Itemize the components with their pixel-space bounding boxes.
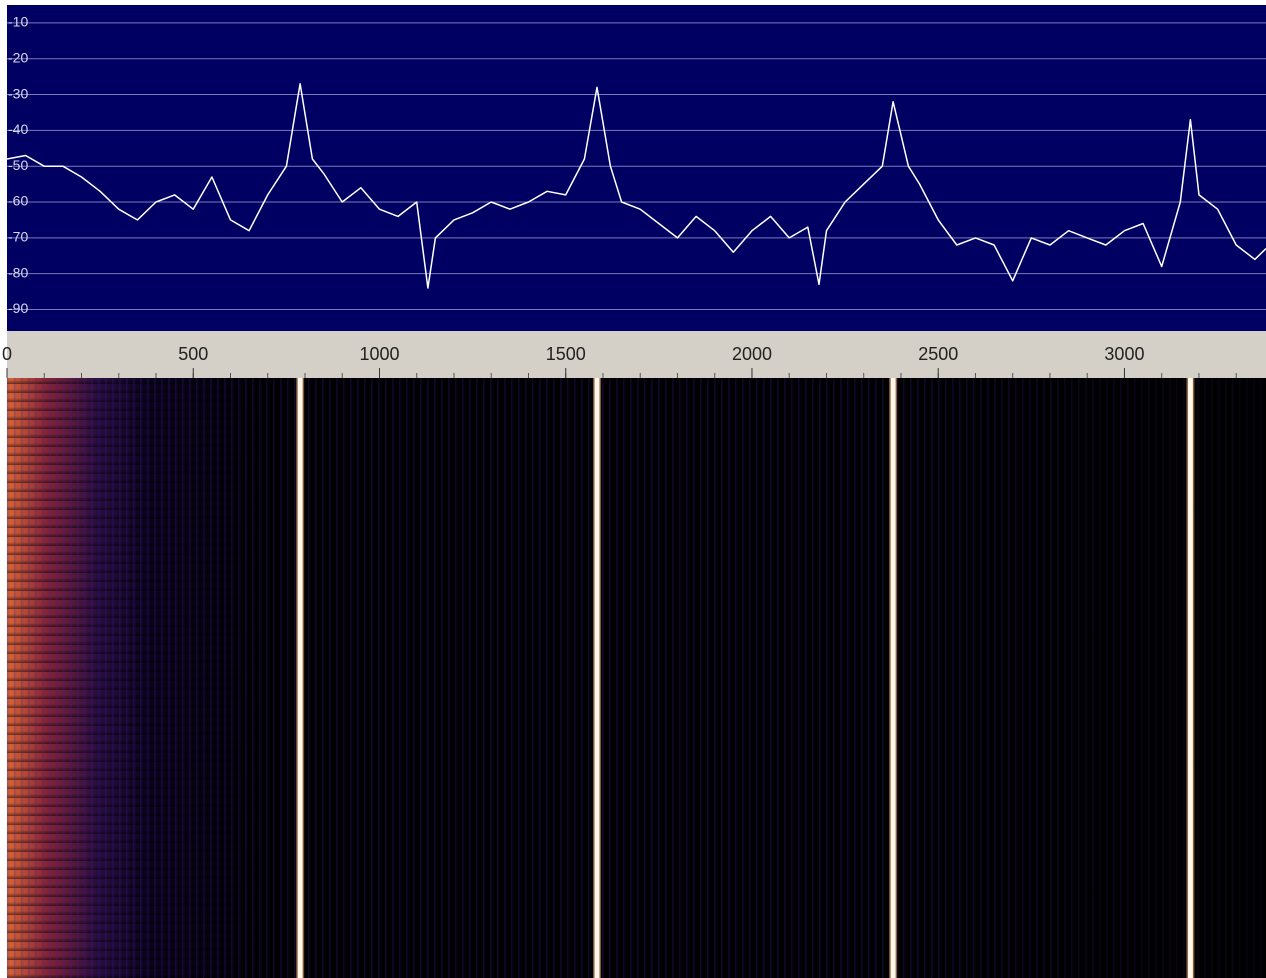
y-tick-label: -60 — [8, 193, 28, 209]
x-tick-label: 2500 — [918, 344, 958, 364]
waterfall-fade — [7, 378, 1266, 978]
frequency-axis-strip — [7, 331, 1266, 378]
x-tick-label: 0 — [2, 344, 12, 364]
y-tick-label: -20 — [8, 49, 28, 65]
y-tick-label: -90 — [8, 300, 28, 316]
x-tick-label: 500 — [178, 344, 208, 364]
waterfall — [7, 378, 1266, 978]
y-tick-label: -30 — [8, 85, 28, 101]
y-tick-label: -70 — [8, 229, 28, 245]
y-tick-label: -10 — [8, 14, 28, 30]
y-tick-label: -50 — [8, 157, 28, 173]
y-tick-label: -80 — [8, 264, 28, 280]
y-tick-label: -40 — [8, 121, 28, 137]
spectrum-panel — [7, 5, 1266, 331]
spectrum-trace — [6, 83, 1266, 289]
carrier-line — [1187, 378, 1193, 978]
carrier-line — [890, 378, 896, 978]
x-tick-label: 2000 — [732, 344, 772, 364]
x-tick-label: 1000 — [359, 344, 399, 364]
carrier-line — [297, 378, 303, 978]
x-tick-label: 3000 — [1104, 344, 1144, 364]
waterfall-traces — [296, 378, 1195, 978]
x-tick-label: 1500 — [546, 344, 586, 364]
carrier-line — [594, 378, 600, 978]
